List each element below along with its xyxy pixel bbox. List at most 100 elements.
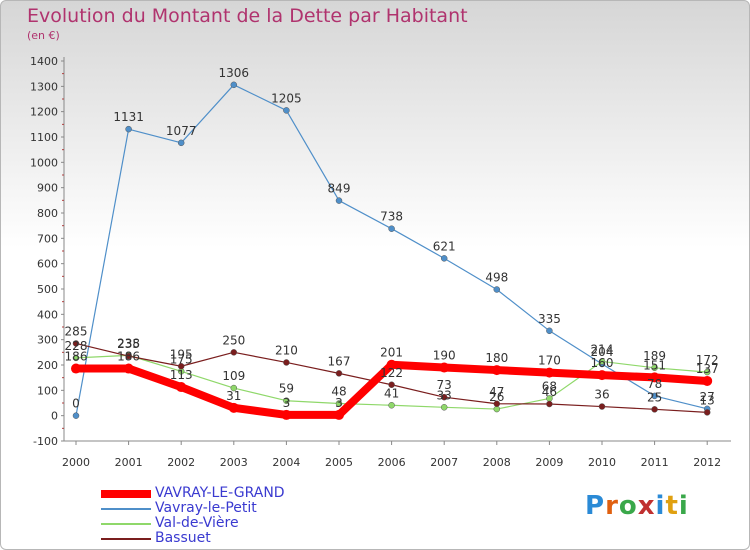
data-point xyxy=(651,392,658,400)
y-tick-label: 300 xyxy=(37,334,58,347)
x-tick-label: 2010 xyxy=(588,456,616,469)
y-tick-label: -100 xyxy=(33,435,58,448)
data-label: 41 xyxy=(384,386,399,400)
data-label: 849 xyxy=(328,182,351,196)
data-point xyxy=(439,362,450,373)
data-point xyxy=(281,409,292,420)
data-label: 47 xyxy=(489,385,504,399)
data-point xyxy=(72,354,80,362)
data-label: 228 xyxy=(65,339,88,353)
data-label: 238 xyxy=(117,336,140,350)
data-label: 27 xyxy=(700,390,715,404)
data-point xyxy=(72,412,80,419)
data-label: 33 xyxy=(437,388,452,402)
chart-title: Evolution du Montant de la Dette par Hab… xyxy=(27,5,468,27)
data-label: 167 xyxy=(328,354,351,368)
data-label: 1205 xyxy=(271,91,302,105)
data-label: 210 xyxy=(275,343,298,357)
data-label: 190 xyxy=(433,349,456,363)
data-point xyxy=(491,365,502,376)
y-tick-label: 700 xyxy=(37,232,58,245)
data-point xyxy=(71,363,81,374)
proxiti-logo: Proxiti xyxy=(585,491,689,521)
data-point xyxy=(388,381,395,389)
data-label: 189 xyxy=(643,349,666,363)
data-point xyxy=(597,370,607,381)
data-label: 172 xyxy=(696,353,719,367)
data-label: 0 xyxy=(72,397,80,411)
data-label: 1077 xyxy=(166,124,197,138)
data-point xyxy=(335,400,343,407)
data-label: 59 xyxy=(279,382,294,396)
data-label: 186 xyxy=(65,350,88,364)
data-point xyxy=(386,359,397,370)
data-point xyxy=(440,255,448,262)
data-label: 235 xyxy=(117,337,140,351)
data-point xyxy=(544,367,555,378)
data-point xyxy=(703,368,711,376)
data-point xyxy=(388,402,395,409)
data-point xyxy=(177,363,185,370)
legend-item: VAVRAY-LE-GRAND xyxy=(101,485,361,502)
data-point xyxy=(440,393,448,401)
data-point xyxy=(651,406,658,413)
data-point xyxy=(125,125,132,133)
x-tick-label: 2001 xyxy=(115,456,143,469)
data-point xyxy=(335,197,343,204)
data-label: 201 xyxy=(380,346,403,360)
data-label: 170 xyxy=(538,354,561,368)
y-tick-label: 1200 xyxy=(30,106,58,119)
data-label: 109 xyxy=(222,369,245,383)
data-point xyxy=(283,359,290,366)
data-point xyxy=(334,409,344,420)
x-tick-label: 2012 xyxy=(693,456,721,469)
x-tick-label: 2004 xyxy=(272,456,300,469)
legend-swatch xyxy=(101,508,151,510)
data-label: 25 xyxy=(647,390,662,404)
data-point xyxy=(283,107,290,114)
legend-item: Val-de-Vière xyxy=(101,515,361,532)
data-label: 160 xyxy=(591,356,614,370)
legend-label: Val-de-Vière xyxy=(155,515,239,531)
y-tick-label: 900 xyxy=(37,182,58,195)
data-label: 137 xyxy=(696,362,719,376)
x-tick-label: 2008 xyxy=(483,456,511,469)
data-label: 78 xyxy=(647,377,662,391)
data-point xyxy=(546,327,553,335)
data-label: 214 xyxy=(591,342,614,356)
data-label: 1131 xyxy=(113,110,144,124)
data-point xyxy=(598,403,606,410)
data-label: 186 xyxy=(117,350,140,364)
data-point xyxy=(230,81,238,89)
data-label: 175 xyxy=(170,352,193,366)
data-point xyxy=(283,397,290,404)
data-point xyxy=(440,404,448,411)
legend-item: Bassuet xyxy=(101,530,361,547)
y-tick-label: 1100 xyxy=(30,131,58,144)
legend-item: Vavray-le-Petit xyxy=(101,500,361,517)
data-label: 122 xyxy=(380,366,403,380)
data-label: 3 xyxy=(283,396,291,410)
x-tick-label: 2005 xyxy=(325,456,353,469)
data-point xyxy=(335,370,343,377)
data-label: 36 xyxy=(594,388,609,402)
legend-swatch xyxy=(101,490,151,498)
x-tick-label: 2000 xyxy=(62,456,90,469)
legend-label: VAVRAY-LE-GRAND xyxy=(155,485,285,501)
data-point xyxy=(230,349,238,356)
legend: VAVRAY-LE-GRAND Vavray-le-Petit Val-de-Viè… xyxy=(101,485,361,547)
data-label: 335 xyxy=(538,312,561,326)
data-point xyxy=(176,382,187,393)
data-point xyxy=(228,402,239,413)
data-label: 498 xyxy=(485,271,508,285)
chart-unit-label: (en €) xyxy=(27,29,60,42)
y-tick-label: 1300 xyxy=(30,80,58,93)
data-label: 73 xyxy=(437,378,452,392)
data-point xyxy=(123,363,134,374)
y-tick-label: 500 xyxy=(37,283,58,296)
x-tick-label: 2011 xyxy=(641,456,669,469)
y-tick-label: 600 xyxy=(37,258,58,271)
data-point xyxy=(546,400,553,408)
x-tick-label: 2003 xyxy=(220,456,248,469)
